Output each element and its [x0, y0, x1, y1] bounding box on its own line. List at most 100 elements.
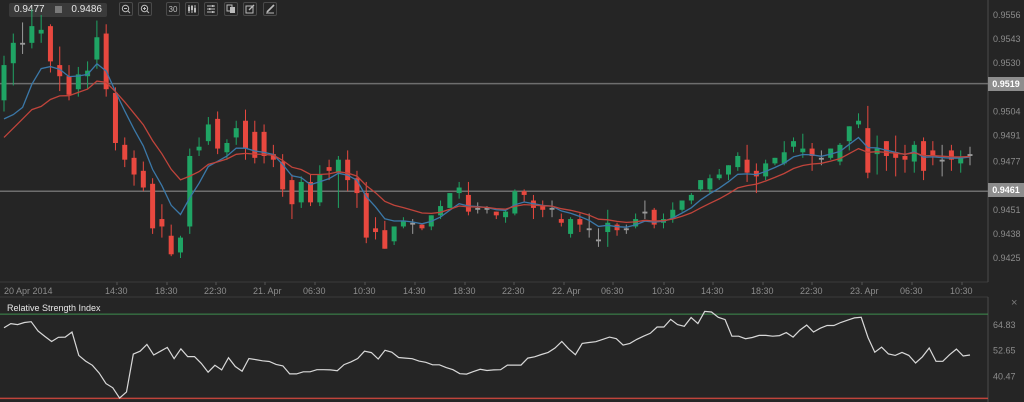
candle-body	[521, 191, 527, 195]
rsi-close-icon[interactable]: ×	[1011, 297, 1018, 309]
price-axis-label: 0.9425	[993, 253, 1021, 263]
candle-body	[707, 178, 713, 190]
candle-body	[66, 76, 72, 95]
time-axis-label: 06:30	[303, 286, 326, 296]
candle-body	[400, 220, 406, 227]
time-axis-label: 14:30	[701, 286, 724, 296]
ask-price: 0.9486	[71, 4, 102, 15]
candle-body	[809, 148, 815, 156]
candle-body	[930, 150, 936, 156]
candle-body	[568, 219, 574, 234]
candle-body	[205, 124, 211, 142]
candle-body	[958, 157, 964, 164]
candle-body	[772, 157, 778, 164]
clear-draw-button[interactable]	[263, 2, 277, 16]
candle-body	[177, 237, 183, 253]
draw-button[interactable]	[243, 2, 257, 16]
rsi-axis-label: 52.65	[993, 346, 1016, 356]
candle-body	[967, 154, 973, 156]
ma-slow-line	[3, 80, 971, 224]
candle-body	[577, 219, 583, 225]
time-axis-label: 10:30	[652, 286, 675, 296]
candle-body	[493, 211, 499, 216]
candle-body	[791, 141, 797, 147]
candle-body	[633, 219, 639, 227]
rsi-line	[3, 310, 971, 400]
time-axis-label: 22:30	[502, 286, 525, 296]
time-axis-label: 06:30	[900, 286, 923, 296]
candle-body	[261, 131, 267, 156]
time-axis-label: 22:30	[204, 286, 227, 296]
time-axis-label: 18:30	[751, 286, 774, 296]
price-axis-label: 0.9504	[993, 106, 1021, 116]
candle-body	[642, 211, 648, 214]
candle-body	[856, 120, 862, 125]
candle-body	[335, 159, 341, 173]
candle-body	[38, 29, 44, 34]
level-tag-upper: 0.9519	[988, 77, 1024, 91]
indicators-button[interactable]	[204, 2, 218, 16]
candle-body	[902, 155, 908, 160]
spread-square-icon	[55, 6, 62, 13]
price-axis-label: 0.9530	[993, 58, 1021, 68]
candle-body	[818, 157, 824, 160]
candle-body	[726, 165, 731, 175]
candle-body	[865, 128, 871, 173]
chart-type-button[interactable]	[185, 2, 199, 16]
candle-body	[475, 207, 481, 210]
candle-body	[326, 167, 332, 171]
zoom-in-button[interactable]	[138, 2, 152, 16]
price-axis-label: 0.9543	[993, 34, 1021, 44]
bid-ask-box: 0.9477 0.9486	[9, 3, 107, 17]
candle-body	[140, 170, 146, 188]
candle-body	[753, 170, 759, 177]
candle-body	[317, 174, 323, 203]
time-axis-label: 21. Apr	[253, 286, 282, 296]
candle-body	[354, 178, 360, 194]
candle-body	[828, 148, 834, 158]
candle-body	[187, 155, 193, 227]
candle-body	[716, 174, 722, 179]
candle-body	[10, 42, 16, 64]
eraser-icon	[266, 4, 275, 14]
candle-body	[289, 180, 295, 205]
candle-body	[465, 194, 471, 212]
candle-body	[196, 146, 202, 151]
candle-body	[122, 144, 128, 160]
candle-body	[503, 211, 509, 218]
candle-body	[651, 209, 657, 225]
price-axis-label: 0.9477	[993, 157, 1021, 167]
candle-body	[540, 206, 546, 210]
zoom-out-button[interactable]	[119, 2, 133, 16]
candlestick-icon	[188, 5, 196, 13]
layers-button[interactable]	[224, 2, 238, 16]
rsi-axis-label: 40.47	[993, 371, 1016, 381]
timeframe-button[interactable]: 30	[166, 2, 180, 16]
candle-body	[948, 150, 954, 160]
rsi-title: Relative Strength Index	[7, 303, 101, 313]
candle-body	[391, 226, 397, 242]
candle-body	[103, 33, 109, 90]
time-axis-label: 06:30	[601, 286, 624, 296]
time-axis-label: 10:30	[353, 286, 376, 296]
candle-body	[623, 228, 629, 231]
candle-body	[112, 92, 118, 143]
sliders-icon	[207, 5, 215, 13]
time-axis-label: 14:30	[105, 286, 128, 296]
time-axis-label: 20 Apr 2014	[4, 286, 53, 296]
candle-body	[939, 159, 945, 162]
zoom-out-icon	[121, 4, 131, 14]
candle-body	[586, 228, 592, 231]
candle-body	[298, 181, 304, 203]
time-axis-label: 23. Apr	[850, 286, 879, 296]
candle-body	[614, 224, 620, 231]
candle-body	[781, 152, 787, 164]
level-tag-lower: 0.9461	[988, 183, 1024, 197]
candle-body	[57, 65, 63, 77]
candle-body	[233, 128, 239, 138]
candle-body	[763, 163, 769, 177]
rsi-axis-label: 64.83	[993, 320, 1016, 330]
timeframe-label: 30	[168, 4, 178, 14]
candle-body	[549, 207, 555, 210]
